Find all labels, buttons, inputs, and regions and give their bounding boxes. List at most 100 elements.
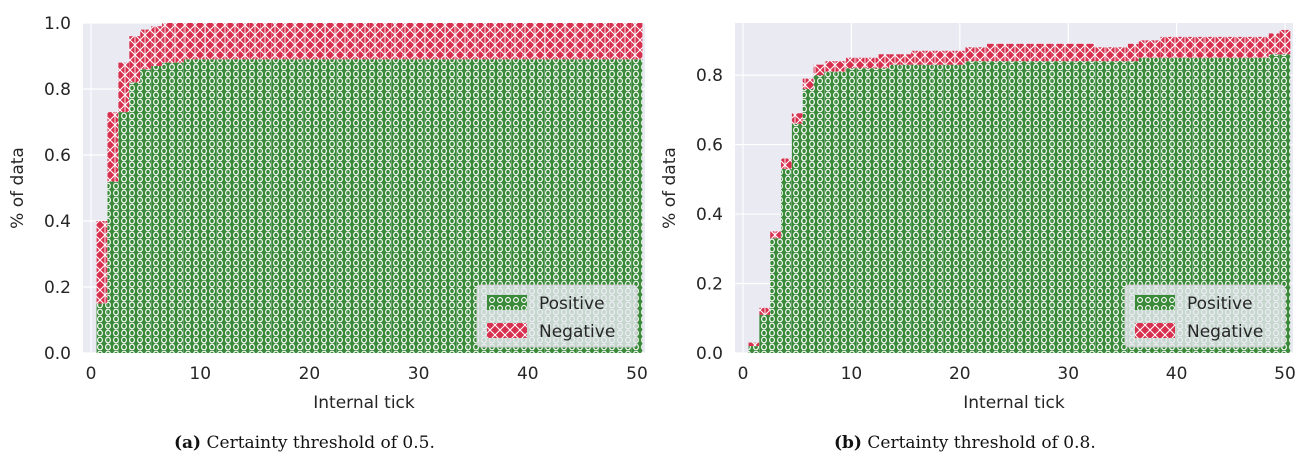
bar-negative [1182, 36, 1193, 58]
legend: Positive Negative [476, 284, 638, 348]
bar-positive [878, 68, 890, 353]
bar-positive [856, 68, 868, 353]
bar-negative [336, 23, 348, 60]
caption-a: (a) Certainty threshold of 0.5. [174, 433, 435, 453]
bar-positive [533, 59, 545, 354]
bar-negative [954, 50, 966, 65]
bar-negative [1138, 40, 1150, 58]
bar-positive [1225, 57, 1237, 353]
bar-negative [391, 23, 403, 60]
bar-negative [1095, 47, 1107, 62]
bar-negative [1149, 40, 1161, 58]
bar-positive [1149, 57, 1161, 353]
bar-positive [173, 62, 184, 353]
bar-positive [900, 64, 911, 354]
bar-negative [802, 78, 814, 89]
bar-negative [293, 23, 304, 60]
bar-negative [435, 23, 446, 60]
bar-negative [932, 50, 944, 65]
y-tick-label: 0.6 [696, 136, 723, 156]
bar-negative [587, 23, 599, 60]
bar-positive [824, 71, 836, 353]
bar-positive [293, 59, 304, 354]
bar-negative [238, 23, 250, 60]
bar-positive [194, 59, 206, 354]
bar-negative [96, 221, 108, 304]
legend-swatch-negative [1135, 323, 1175, 338]
bar-negative [566, 23, 577, 60]
bar-positive [598, 59, 610, 354]
bar-negative [911, 50, 922, 65]
bar-positive [1073, 61, 1085, 354]
caption-b-text: Certainty threshold of 0.8. [867, 433, 1096, 453]
bar-positive [424, 59, 435, 354]
bar-positive [282, 59, 293, 354]
bar-positive [1160, 57, 1172, 353]
bar-negative [987, 43, 998, 62]
bar-negative [249, 23, 261, 60]
y-tick-label: 0.2 [696, 275, 723, 295]
bar-positive [96, 303, 108, 353]
bar-positive [107, 181, 119, 353]
bar-negative [1236, 36, 1247, 58]
bar-negative [183, 23, 195, 60]
x-tick-label: 40 [517, 364, 539, 384]
caption-b-label: (b) [834, 433, 862, 453]
bar-positive [1106, 61, 1117, 354]
bar-positive [489, 59, 501, 354]
bar-positive [402, 59, 414, 354]
bar-negative [770, 231, 781, 239]
bar-positive [129, 82, 141, 354]
bar-negative [1019, 43, 1031, 62]
bar-negative [609, 23, 621, 60]
bar-positive [566, 59, 577, 354]
bar-negative [140, 29, 151, 70]
y-axis-label: % of data [8, 147, 28, 229]
y-tick-label: 0.4 [44, 212, 71, 232]
bar-negative [314, 23, 326, 60]
bar-negative [1203, 36, 1215, 58]
bar-positive [1052, 61, 1063, 354]
legend-label-negative: Negative [1187, 322, 1263, 342]
bar-negative [943, 50, 955, 65]
bar-negative [1171, 36, 1182, 58]
bar-positive [467, 59, 479, 354]
bar-positive [314, 59, 326, 354]
bar-negative [577, 23, 588, 60]
bar-positive [347, 59, 359, 354]
bar-negative [107, 112, 119, 182]
bar-negative [282, 23, 293, 60]
bar-negative [1192, 36, 1204, 58]
bar-negative [533, 23, 545, 60]
bar-negative [846, 57, 857, 69]
bar-positive [954, 64, 966, 354]
bar-positive [336, 59, 348, 354]
bar-positive [1138, 57, 1150, 353]
bar-positive [380, 59, 392, 354]
x-axis-label: Internal tick [963, 393, 1065, 413]
bar-negative [1084, 43, 1096, 62]
bar-negative [129, 36, 141, 83]
bar-positive [216, 59, 228, 354]
y-tick-label: 1.0 [44, 14, 71, 34]
bar-negative [965, 47, 976, 62]
bar-positive [577, 59, 588, 354]
bar-positive [1236, 57, 1247, 353]
bar-negative [748, 342, 760, 347]
bar-negative [1106, 47, 1117, 62]
bar-negative [413, 23, 424, 60]
bar-positive [889, 64, 901, 354]
bar-positive [813, 75, 825, 354]
bar-negative [835, 61, 846, 72]
legend-label-positive: Positive [539, 294, 605, 314]
legend-swatch-positive [487, 295, 527, 310]
bar-negative [522, 23, 534, 60]
bar-positive [304, 59, 315, 354]
bar-positive [921, 64, 933, 354]
legend-label-positive: Positive [1187, 294, 1253, 314]
bar-positive [413, 59, 424, 354]
legend: Positive Negative [1124, 284, 1286, 348]
bar-positive [1171, 57, 1182, 353]
bar-positive [1192, 57, 1204, 353]
bar-positive [522, 59, 534, 354]
